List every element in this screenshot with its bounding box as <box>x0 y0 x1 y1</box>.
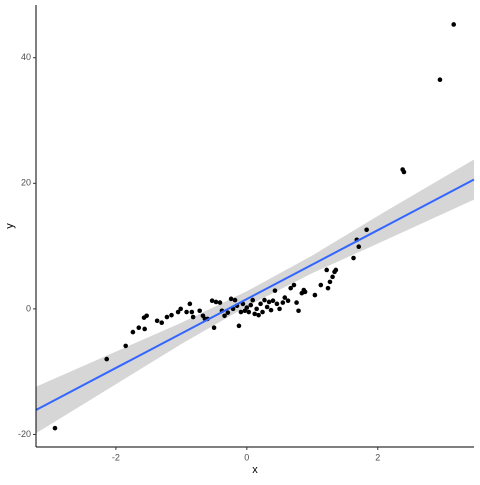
point <box>351 255 356 261</box>
point <box>260 309 265 315</box>
point <box>228 296 234 302</box>
point <box>272 288 278 293</box>
point <box>236 323 242 329</box>
confidence-band <box>36 159 474 434</box>
point <box>288 285 293 291</box>
point <box>52 425 58 431</box>
point <box>401 169 407 175</box>
point <box>244 305 250 310</box>
point <box>159 320 165 325</box>
x-tick-label: 0 <box>244 452 249 462</box>
point <box>302 289 308 295</box>
point <box>248 302 254 308</box>
point <box>187 301 193 307</box>
point <box>330 274 335 280</box>
point <box>325 285 331 291</box>
point <box>327 279 333 285</box>
point <box>451 22 457 27</box>
point <box>291 282 297 288</box>
point <box>225 310 231 315</box>
point <box>144 313 149 319</box>
point <box>282 295 288 300</box>
point <box>274 301 280 307</box>
point <box>254 306 259 312</box>
fit-line <box>35 178 475 411</box>
y-tick-label: 0 <box>26 303 31 313</box>
point <box>164 314 170 320</box>
point <box>318 282 324 288</box>
point <box>154 318 160 324</box>
point <box>104 356 110 362</box>
point <box>189 309 195 315</box>
point <box>238 309 244 315</box>
y-axis-title: y <box>4 223 16 229</box>
point <box>142 326 147 332</box>
point <box>252 311 257 317</box>
point <box>437 77 443 83</box>
point <box>197 308 202 314</box>
point <box>123 343 128 349</box>
point <box>268 307 274 313</box>
point <box>266 299 272 305</box>
point <box>222 313 227 319</box>
y-tick-label: -20 <box>18 429 31 439</box>
point <box>184 309 189 315</box>
point <box>270 298 276 304</box>
point <box>136 325 142 331</box>
point <box>211 325 217 331</box>
y-tick-label: 40 <box>21 52 31 62</box>
point <box>130 329 136 335</box>
point <box>217 300 223 305</box>
point <box>264 304 270 310</box>
point <box>169 312 174 318</box>
point <box>333 267 339 273</box>
point <box>262 297 267 303</box>
point <box>175 309 181 315</box>
point <box>296 308 301 314</box>
x-tick-label: 2 <box>375 452 380 462</box>
point <box>294 300 299 305</box>
x-axis-title: x <box>252 464 258 476</box>
y-tick-label: 20 <box>21 178 31 188</box>
point <box>312 292 318 298</box>
point <box>213 299 219 305</box>
point <box>285 298 291 304</box>
point <box>256 312 261 318</box>
point <box>246 309 252 315</box>
x-tick-label: -2 <box>112 452 120 462</box>
point <box>190 314 196 320</box>
point <box>280 300 286 305</box>
point <box>258 301 263 307</box>
point <box>277 306 282 312</box>
point <box>250 297 256 303</box>
point <box>209 298 215 304</box>
point <box>178 306 183 312</box>
point <box>324 267 329 273</box>
point <box>364 227 369 233</box>
point <box>232 297 238 303</box>
point <box>356 244 362 250</box>
